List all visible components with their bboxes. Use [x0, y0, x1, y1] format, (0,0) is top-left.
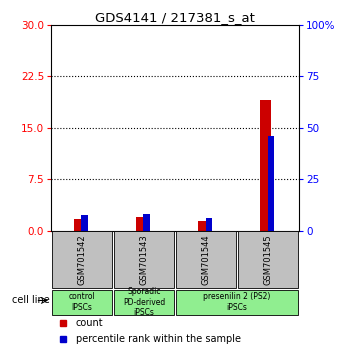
Text: count: count	[76, 318, 103, 328]
Text: GSM701544: GSM701544	[202, 234, 210, 285]
Text: cell line: cell line	[12, 296, 50, 306]
Text: presenilin 2 (PS2)
iPSCs: presenilin 2 (PS2) iPSCs	[203, 292, 271, 312]
Text: GSM701543: GSM701543	[140, 234, 149, 285]
Bar	[198, 221, 209, 231]
Bar	[81, 216, 88, 231]
Bar	[176, 231, 236, 288]
Text: control
IPSCs: control IPSCs	[69, 292, 96, 312]
Bar	[268, 136, 274, 231]
Bar	[136, 217, 147, 231]
Bar	[205, 218, 212, 231]
Bar	[143, 215, 150, 231]
Title: GDS4141 / 217381_s_at: GDS4141 / 217381_s_at	[95, 11, 255, 24]
Bar	[114, 290, 174, 315]
Bar	[52, 231, 112, 288]
Bar	[176, 290, 298, 315]
Bar	[238, 231, 298, 288]
Text: Sporadic
PD-derived
iPSCs: Sporadic PD-derived iPSCs	[123, 287, 165, 317]
Text: percentile rank within the sample: percentile rank within the sample	[76, 334, 241, 344]
Bar	[114, 231, 174, 288]
Bar	[260, 101, 271, 231]
Text: GSM701542: GSM701542	[78, 234, 86, 285]
Bar	[52, 290, 112, 315]
Text: GSM701545: GSM701545	[264, 234, 273, 285]
Bar	[74, 218, 85, 231]
